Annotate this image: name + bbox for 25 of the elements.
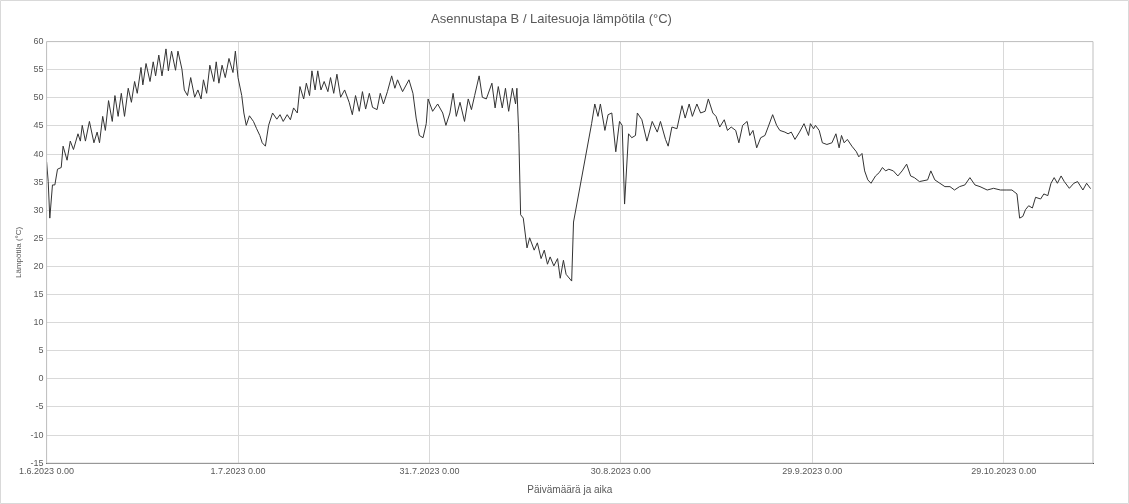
y-tick-label: 50 <box>33 92 44 103</box>
x-tick-label: 31.7.2023 0.00 <box>399 466 460 477</box>
y-tick-label: 55 <box>33 64 44 75</box>
y-tick-label: 15 <box>33 289 44 300</box>
y-tick-label: 5 <box>38 345 44 356</box>
y-tick-label: 60 <box>33 36 44 47</box>
x-tick-label: 30.8.2023 0.00 <box>590 466 651 477</box>
y-tick-label: 35 <box>33 176 44 187</box>
y-tick-label: -10 <box>30 429 44 440</box>
x-tick-label: 1.6.2023 0.00 <box>19 466 75 477</box>
y-tick-label: 40 <box>33 148 44 159</box>
chart-title: Asennustapa B / Laitesuoja lämpötila (°C) <box>431 11 672 27</box>
y-tick-label: -15 <box>30 457 44 468</box>
y-tick-label: 10 <box>33 317 44 328</box>
y-axis-title: Lämpötila (°C) <box>14 226 23 279</box>
y-tick-label: 45 <box>33 120 44 131</box>
y-tick-label: -5 <box>35 401 44 412</box>
x-axis-title: Päivämäärä ja aika <box>527 483 613 495</box>
y-tick-label: 25 <box>33 232 44 243</box>
y-tick-label: 0 <box>38 373 44 384</box>
x-tick-label: 29.9.2023 0.00 <box>782 466 843 477</box>
y-tick-label: 30 <box>33 204 44 215</box>
y-tick-label: 20 <box>33 260 44 271</box>
x-tick-label: 29.10.2023 0.00 <box>971 466 1037 477</box>
x-tick-label: 1.7.2023 0.00 <box>210 466 266 477</box>
